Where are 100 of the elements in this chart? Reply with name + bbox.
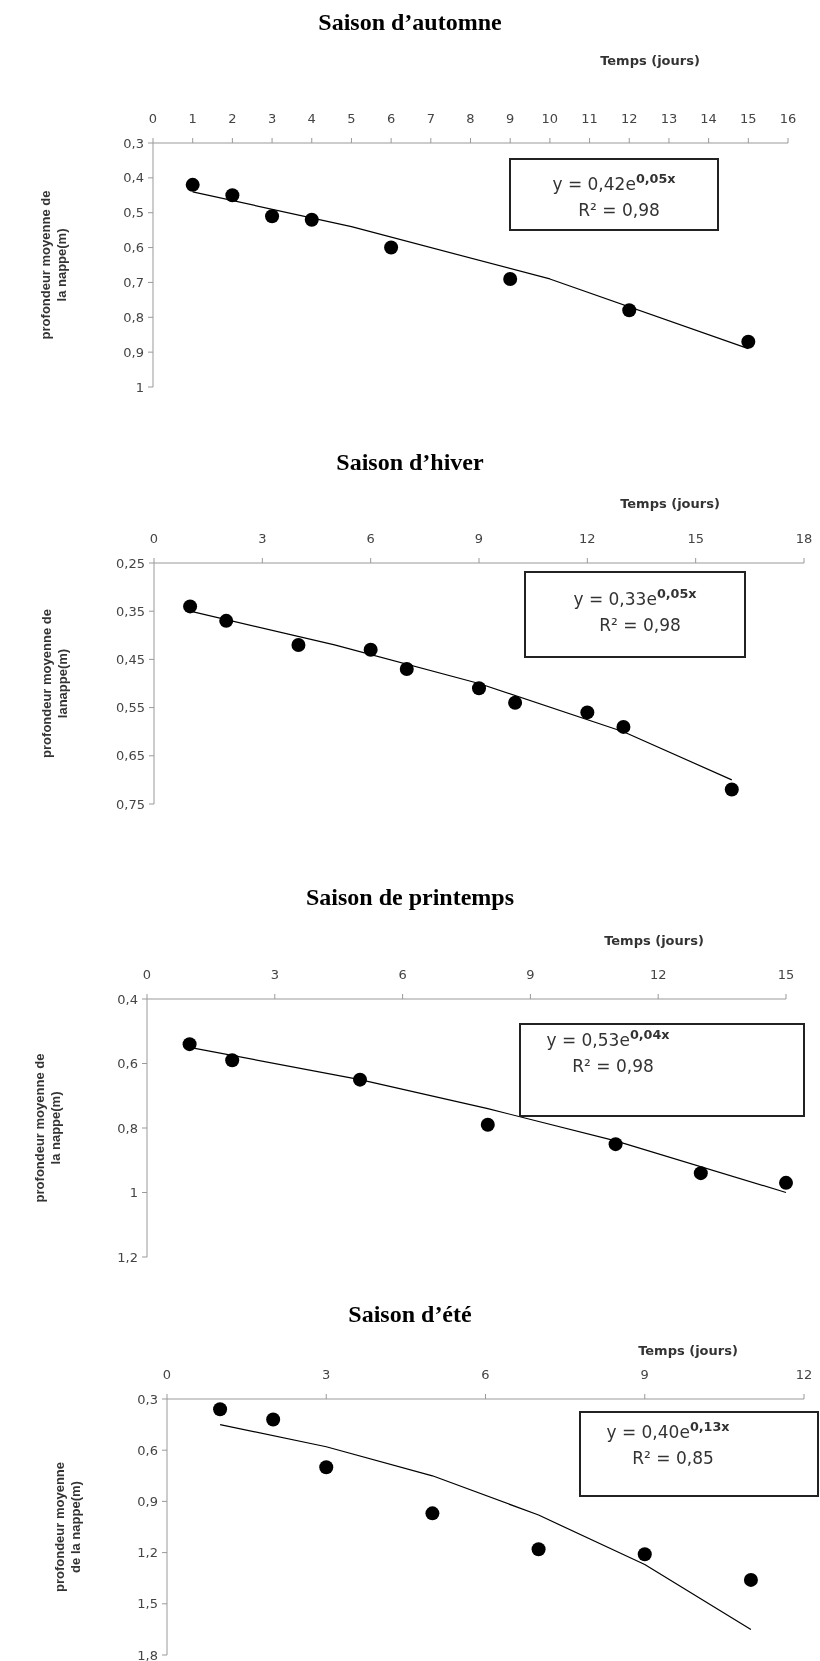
x-tick-label: 9 bbox=[506, 111, 515, 126]
x-tick-label: 18 bbox=[795, 531, 813, 546]
x-axis-title: Temps (jours) bbox=[620, 496, 720, 511]
y-tick-label: 0,6 bbox=[117, 1056, 138, 1072]
point bbox=[508, 695, 523, 710]
y-tick-label: 1,5 bbox=[137, 1596, 158, 1612]
y-axis-title: profondeur moyenne de la nappe(m) bbox=[38, 190, 69, 340]
y-axis-title: profondeur moyenne de la nappe(m) bbox=[52, 1461, 83, 1593]
x-tick-label: 3 bbox=[258, 531, 267, 546]
chart-title: Saison d’été bbox=[348, 1301, 473, 1327]
point bbox=[741, 334, 756, 349]
point bbox=[472, 681, 486, 696]
point bbox=[185, 177, 200, 192]
point bbox=[291, 637, 306, 652]
x-tick-label: 3 bbox=[322, 1367, 331, 1382]
x-tick-label: 11 bbox=[581, 111, 598, 126]
x-tick-label: 9 bbox=[526, 967, 535, 982]
y-tick-label: 1,2 bbox=[137, 1545, 158, 1561]
x-tick-label: 6 bbox=[366, 531, 375, 546]
point bbox=[225, 1053, 240, 1068]
point bbox=[779, 1175, 793, 1190]
point bbox=[637, 1547, 652, 1562]
point bbox=[319, 1460, 334, 1475]
y-axis-title: profondeur moyenne de lanappe(m) bbox=[39, 609, 70, 758]
y-tick-label: 1,2 bbox=[117, 1249, 138, 1265]
x-tick-label: 2 bbox=[228, 111, 237, 126]
point bbox=[724, 782, 739, 797]
x-tick-label: 10 bbox=[541, 111, 559, 126]
y-tick-label: 1 bbox=[129, 1185, 138, 1201]
x-tick-label: 3 bbox=[267, 111, 277, 126]
x-tick-label: 12 bbox=[649, 967, 667, 982]
x-tick-label: 9 bbox=[640, 1367, 649, 1382]
y-tick-label: 0,5 bbox=[123, 205, 144, 221]
point bbox=[182, 1037, 197, 1052]
y-tick-label: 1,8 bbox=[137, 1647, 158, 1661]
x-tick-label: 1 bbox=[188, 111, 197, 126]
point bbox=[363, 642, 378, 657]
x-tick-label: 5 bbox=[347, 111, 356, 126]
chart-title: Saison de printemps bbox=[305, 884, 515, 910]
y-tick-label: 0,6 bbox=[123, 240, 144, 256]
y-tick-label: 0,45 bbox=[116, 651, 145, 667]
annotation: R² = 0,85 bbox=[632, 1448, 714, 1468]
line-series bbox=[219, 1424, 752, 1630]
y-tick-label: 1 bbox=[135, 379, 144, 395]
x-tick-label: 6 bbox=[386, 111, 396, 126]
x-tick-label: 12 bbox=[579, 531, 596, 546]
x-tick-label: 4 bbox=[307, 111, 316, 126]
annotation: R² = 0,98 bbox=[578, 200, 660, 220]
point bbox=[503, 271, 518, 286]
x-tick-label: 0 bbox=[148, 111, 158, 126]
x-tick-label: 15 bbox=[740, 111, 757, 126]
y-tick-label: 0,65 bbox=[116, 748, 145, 764]
y-tick-label: 0,9 bbox=[137, 1493, 158, 1509]
point bbox=[693, 1166, 708, 1181]
y-tick-label: 0,9 bbox=[123, 344, 144, 360]
y-tick-label: 0,8 bbox=[117, 1120, 138, 1136]
y-tick-label: 0,3 bbox=[123, 135, 144, 151]
annotation: y = 0,53e$^{0,04x}$ bbox=[546, 1026, 671, 1050]
x-tick-label: 16 bbox=[779, 111, 797, 126]
x-tick-label: 15 bbox=[687, 531, 704, 546]
y-tick-label: 0,55 bbox=[116, 700, 145, 716]
x-tick-label: 6 bbox=[481, 1367, 490, 1382]
point bbox=[265, 209, 280, 224]
point bbox=[225, 188, 240, 203]
x-tick-label: 7 bbox=[426, 111, 435, 126]
point bbox=[266, 1412, 281, 1427]
y-tick-label: 0,4 bbox=[123, 170, 144, 186]
x-tick-label: 15 bbox=[777, 967, 795, 982]
point bbox=[480, 1117, 495, 1132]
y-tick-label: 0,8 bbox=[123, 309, 144, 325]
point bbox=[183, 599, 198, 614]
y-tick-label: 0,3 bbox=[137, 1391, 158, 1407]
point bbox=[743, 1572, 758, 1587]
chart-title: Saison d’automne bbox=[318, 9, 503, 35]
annotation: R² = 0,98 bbox=[572, 1056, 654, 1076]
y-tick-label: 0,4 bbox=[117, 991, 138, 1007]
annotation: y = 0,42e$^{0,05x}$ bbox=[552, 170, 677, 194]
annotation: R² = 0,98 bbox=[599, 615, 681, 635]
annotation: y = 0,33e$^{0,05x}$ bbox=[573, 585, 698, 609]
x-tick-label: 13 bbox=[660, 111, 678, 126]
x-axis-title: Temps (jours) bbox=[604, 933, 704, 948]
x-tick-label: 0 bbox=[142, 967, 152, 982]
chart-title: Saison d’hiver bbox=[336, 449, 485, 475]
point bbox=[580, 705, 595, 720]
y-tick-label: 0,25 bbox=[116, 555, 145, 571]
point bbox=[531, 1542, 546, 1557]
point bbox=[384, 240, 399, 255]
x-tick-label: 0 bbox=[149, 531, 159, 546]
x-axis-title: Temps (jours) bbox=[638, 1343, 738, 1358]
x-tick-label: 12 bbox=[795, 1367, 813, 1382]
point bbox=[213, 1402, 228, 1417]
point bbox=[399, 662, 414, 677]
y-tick-label: 0,6 bbox=[137, 1442, 158, 1458]
annotation: y = 0,40e$^{0,13x}$ bbox=[606, 1418, 731, 1442]
x-tick-label: 14 bbox=[700, 111, 717, 126]
y-tick-label: 0,35 bbox=[116, 603, 145, 619]
x-tick-label: 9 bbox=[474, 531, 484, 546]
x-tick-label: 3 bbox=[270, 967, 279, 982]
y-tick-label: 0,7 bbox=[123, 274, 144, 290]
x-tick-label: 0 bbox=[162, 1367, 172, 1382]
